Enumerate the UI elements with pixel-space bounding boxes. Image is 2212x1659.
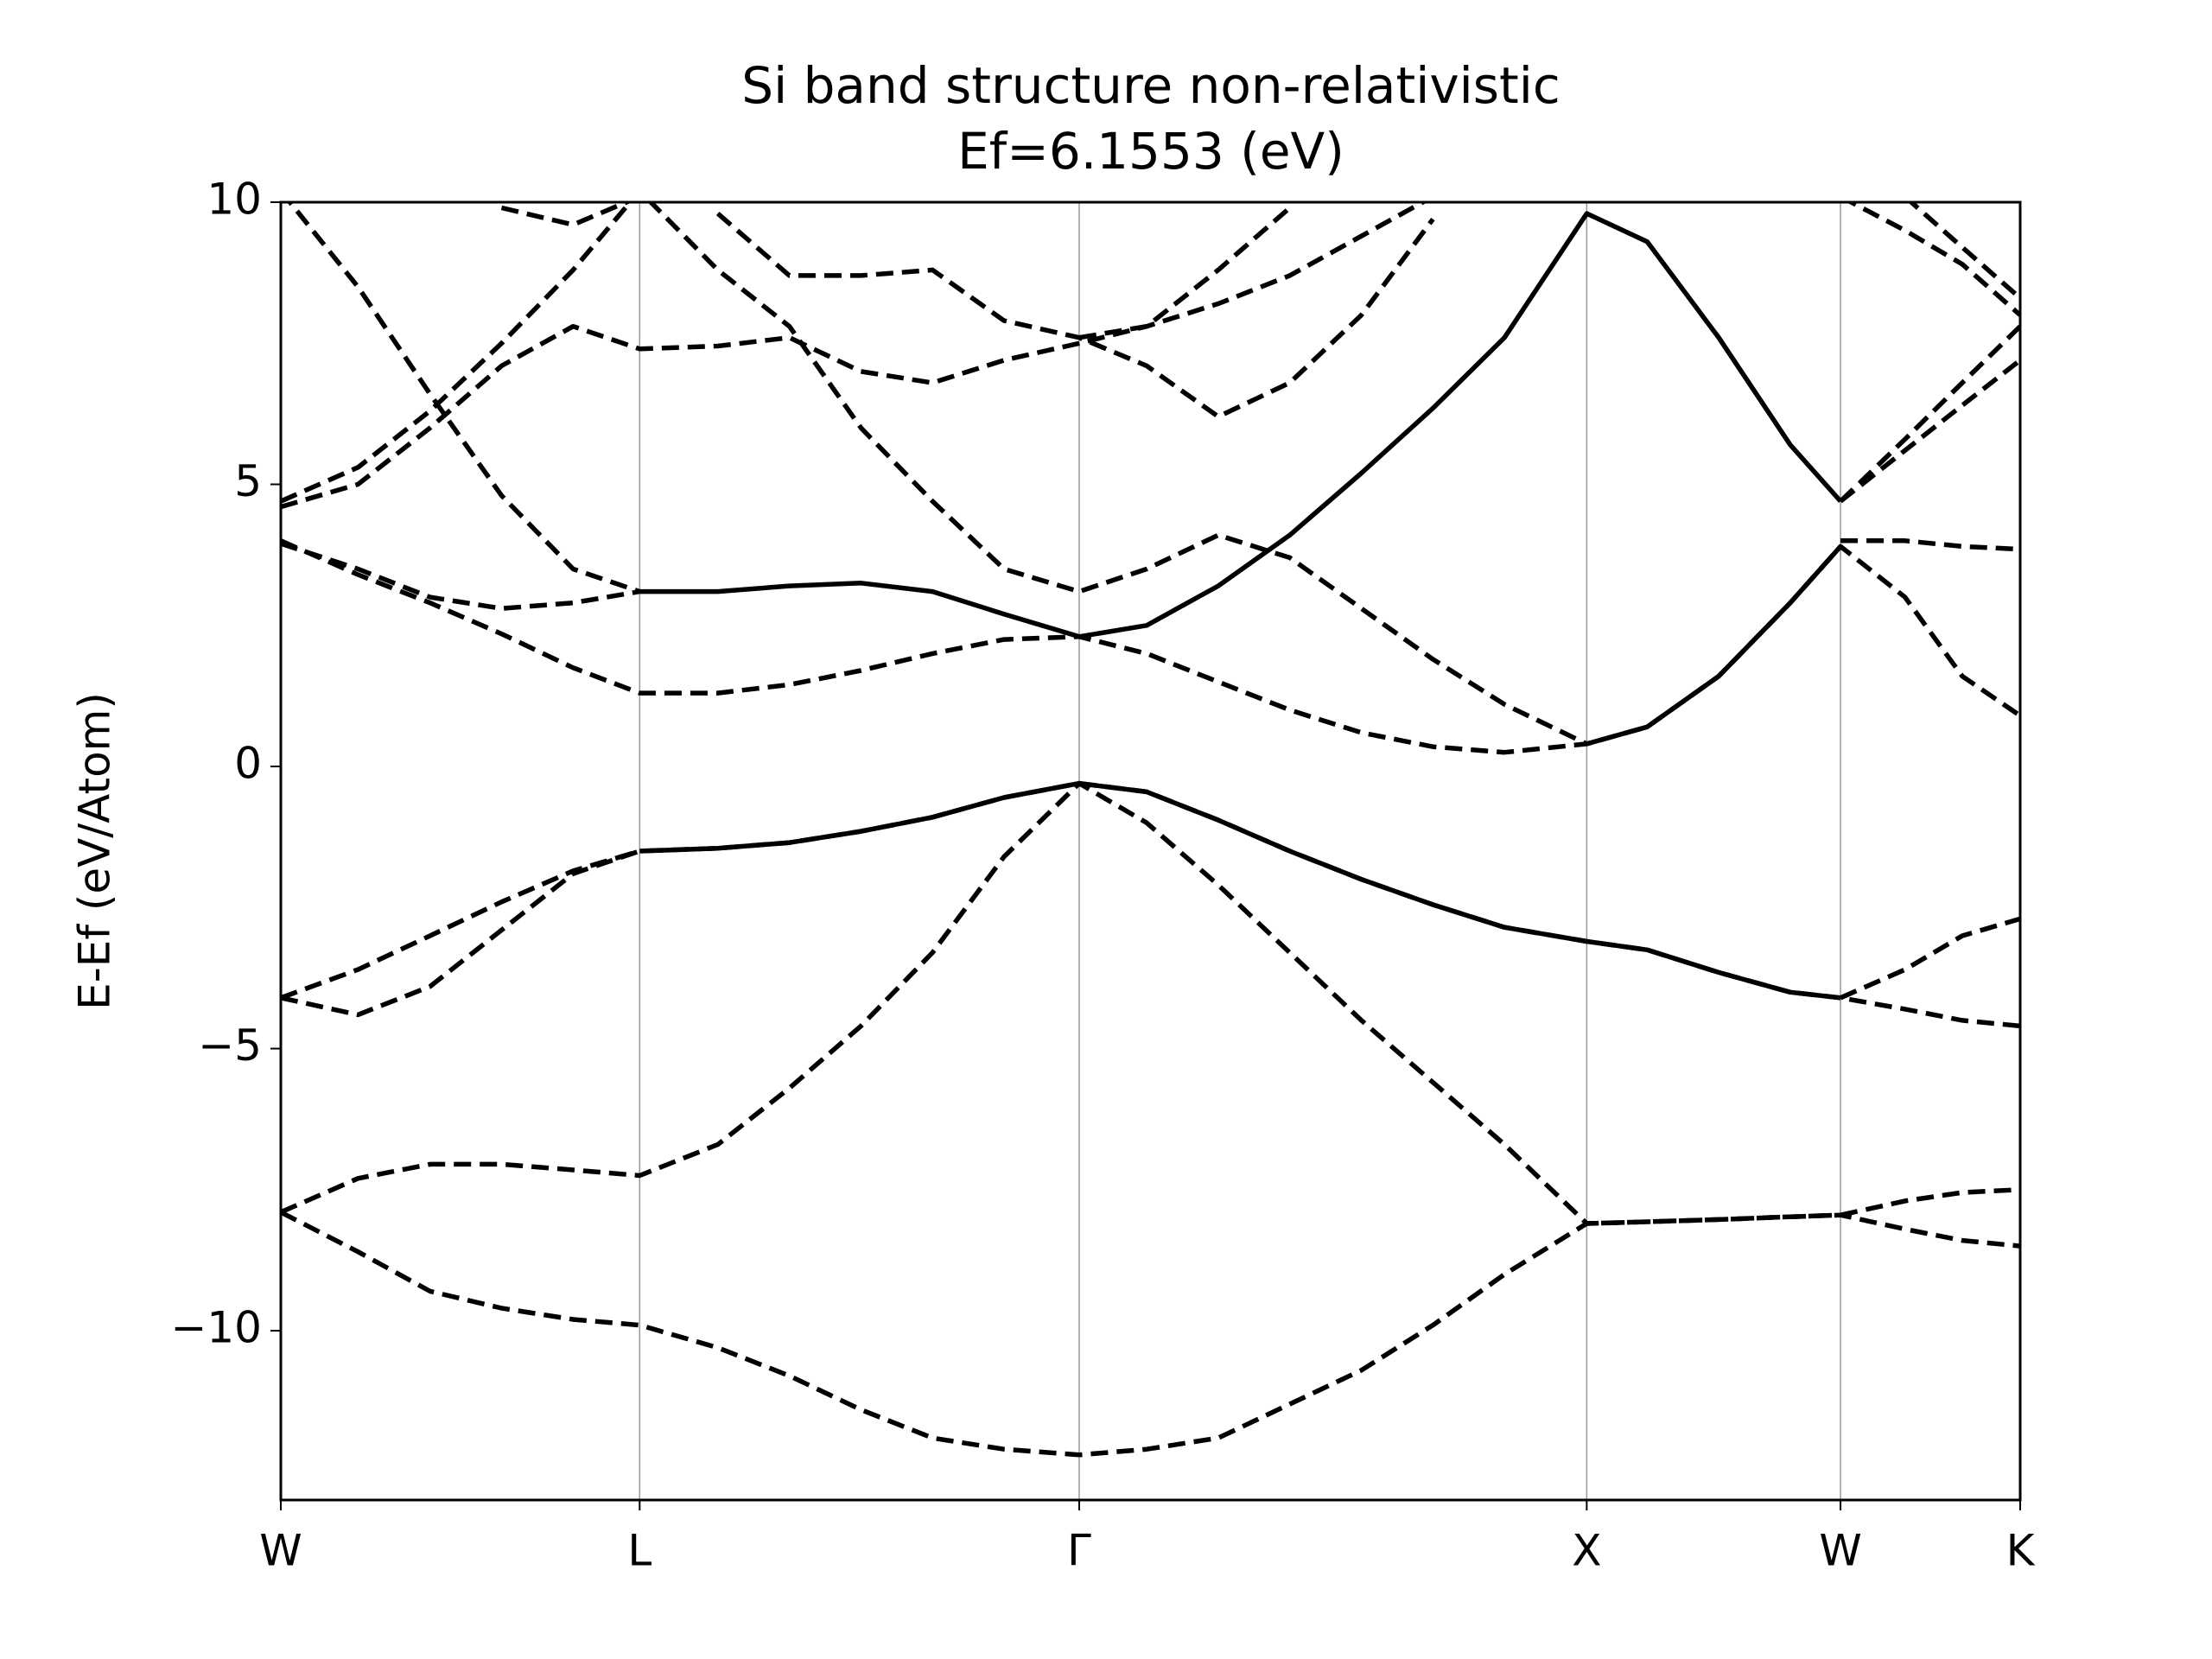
x-tick-label: X <box>1572 1526 1601 1576</box>
y-axis-label: E-Ef (eV/Atom) <box>70 692 120 1010</box>
band-line <box>281 538 2020 611</box>
band-line <box>281 849 2020 1001</box>
band-line <box>1586 544 1843 747</box>
x-tick-label: W <box>1819 1526 1861 1576</box>
y-tick-label: −10 <box>170 1303 262 1353</box>
band-line <box>281 1210 2020 1458</box>
chart-subtitle: Ef=6.1553 (eV) <box>957 122 1344 181</box>
x-tick-label: Γ <box>1067 1526 1091 1576</box>
band-line <box>281 780 2020 1226</box>
y-tick-label: 5 <box>234 456 262 506</box>
y-tick-label: 10 <box>207 175 262 225</box>
band-line <box>639 211 1843 639</box>
band-line <box>1907 202 2020 301</box>
band-line <box>281 202 2020 747</box>
x-tick-label: L <box>627 1526 652 1576</box>
x-tick-label: W <box>259 1526 302 1576</box>
y-tick-label: 0 <box>234 739 262 789</box>
y-tick-label: −5 <box>198 1020 262 1071</box>
band-line <box>287 202 641 594</box>
band-line <box>281 202 2020 510</box>
band-line <box>500 202 2020 340</box>
band-line <box>639 780 1841 1001</box>
band-line <box>715 212 1435 419</box>
axes-frame <box>279 200 2022 1502</box>
plot-area <box>281 202 2020 1458</box>
chart-title: Si band structure non-relativistic <box>741 56 1560 115</box>
ticks: W L Γ X W K −10 −5 0 5 10 <box>170 175 2035 1576</box>
band-line <box>281 780 2020 1029</box>
x-tick-label: K <box>2006 1526 2036 1576</box>
band-line <box>281 538 2020 755</box>
